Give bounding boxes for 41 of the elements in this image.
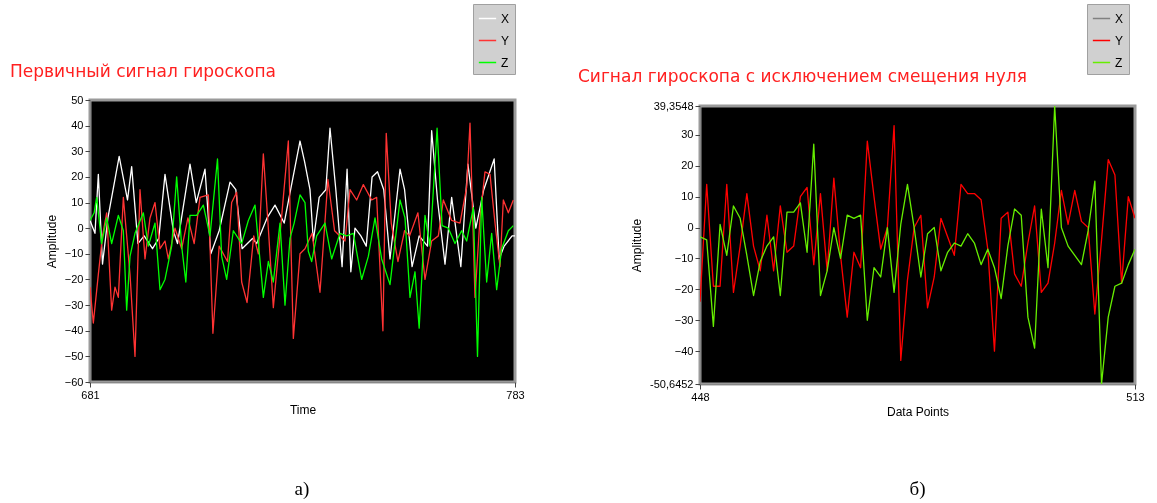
y-tick-label: 30 — [681, 128, 694, 141]
text: б) — [909, 478, 926, 500]
y-tick-label: −40 — [674, 344, 694, 357]
y-tick-label: −10 — [674, 251, 694, 264]
text: а) — [294, 478, 310, 500]
y-tick-label: 30 — [71, 144, 84, 157]
y-axis-title: Amplitude — [44, 214, 59, 269]
y-axis-title: Amplitude — [630, 218, 645, 273]
y-tick-label: −30 — [64, 298, 84, 311]
legend-label: Z — [1115, 55, 1123, 70]
y-tick-label: 20 — [681, 159, 694, 172]
x-tick-label: 448 — [691, 390, 710, 403]
x-axis-title: Data Points — [886, 404, 950, 419]
x-tick-label: 681 — [81, 388, 100, 401]
y-tick-label: -50,6452 — [650, 377, 694, 390]
x-axis-title: Time — [289, 402, 317, 417]
y-tick-label: 0 — [77, 221, 84, 234]
chart-title: Сигнал гироскопа с исключением смещения нуля — [578, 66, 1027, 86]
y-tick-label: 10 — [71, 196, 84, 209]
y-tick-label: 39,3548 — [653, 99, 694, 112]
legend-label: X — [501, 11, 510, 26]
legend-label: X — [1115, 11, 1124, 26]
y-tick-label: −20 — [64, 272, 84, 285]
y-tick-label: 10 — [681, 190, 694, 203]
y-tick-label: −10 — [64, 247, 84, 260]
legend-label: Y — [1115, 33, 1124, 48]
y-tick-label: 40 — [71, 119, 84, 132]
y-tick-label: −30 — [674, 313, 694, 326]
x-tick-label: 783 — [506, 388, 525, 401]
y-tick-label: 50 — [71, 93, 84, 106]
legend-label: Z — [501, 55, 509, 70]
y-tick-label: 20 — [71, 170, 84, 183]
y-tick-label: −50 — [64, 349, 84, 362]
x-tick-label: 513 — [1126, 390, 1145, 403]
y-tick-label: −60 — [64, 375, 84, 388]
chart-title: Первичный сигнал гироскопа — [10, 61, 276, 81]
line-series — [90, 127, 515, 273]
y-tick-label: −20 — [674, 282, 694, 295]
y-tick-label: 0 — [687, 221, 694, 234]
legend-label: Y — [501, 33, 510, 48]
y-tick-label: −40 — [64, 324, 84, 337]
